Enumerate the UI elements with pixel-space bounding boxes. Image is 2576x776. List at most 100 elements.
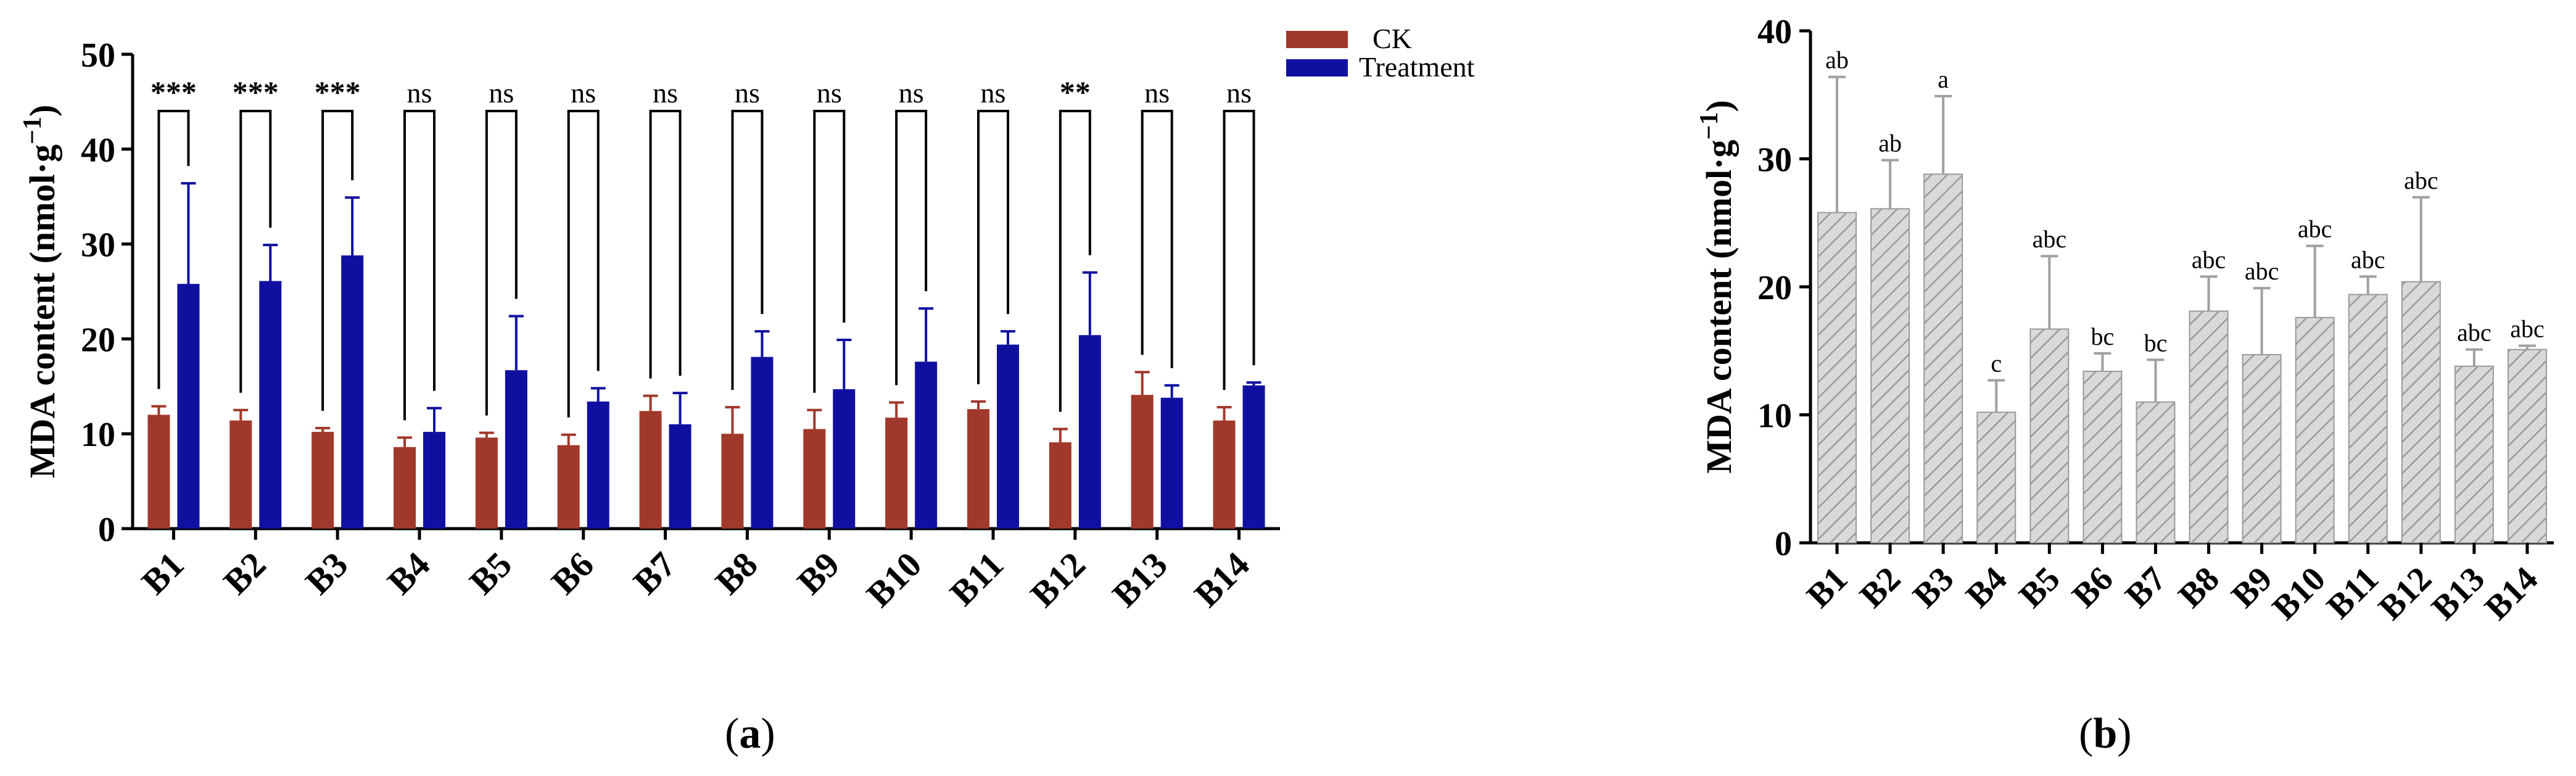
significance-bracket [731,110,764,390]
legend-swatch [1286,31,1348,48]
bar [1870,208,1910,543]
significance-bracket [321,110,354,411]
treatment-bar [669,424,691,529]
bar [2242,353,2282,543]
x-tick-label: B7 [2118,559,2174,615]
significance-bracket [239,110,272,393]
significance-label: ns [735,77,760,109]
x-tick-label: B4 [379,544,437,602]
significance-letter: ab [1878,130,1902,157]
x-tick-label: B4 [1959,559,2014,615]
bar [2401,281,2441,543]
treatment-bar [751,357,774,529]
ck-bar [967,409,989,529]
x-tick-label: B3 [298,544,356,602]
y-tick-label: 30 [1757,141,1792,180]
significance-label: ns [981,77,1006,109]
x-tick-label: B6 [2065,559,2121,615]
significance-bracket [1223,110,1255,390]
x-tick-label: B10 [2265,559,2333,627]
x-tick-label: B14 [1186,544,1257,614]
significance-letter: abc [2510,315,2545,342]
significance-label: ns [489,77,514,109]
bar [2348,294,2388,543]
treatment-bar [341,255,364,529]
treatment-bar [259,281,282,529]
ck-bar [803,429,826,529]
y-tick-label: 10 [1757,397,1792,435]
significance-letter: ab [1825,46,1849,74]
treatment-bar [505,370,527,529]
significance-letter: c [1991,349,2002,377]
y-tick-label: 0 [98,511,115,549]
significance-letter: abc [2298,215,2332,243]
ck-bar [721,434,744,529]
significance-bracket [977,110,1009,384]
y-tick-label: 20 [1757,269,1792,307]
bar [2295,316,2335,543]
significance-label: ns [899,77,924,109]
x-tick-label: B1 [134,544,192,602]
ck-bar [229,420,252,529]
bar [2454,365,2494,544]
ck-bar [147,415,170,529]
x-tick-label: B12 [1023,544,1093,614]
significance-bracket [485,110,518,416]
significance-label: ** [1060,75,1091,109]
y-tick-label: 40 [81,131,115,170]
y-tick-label: 50 [81,36,115,75]
y-tick-label: 10 [81,416,115,454]
treatment-bar [423,432,445,529]
significance-bracket [403,110,436,421]
legend-label-ck: CK [1373,23,1412,54]
x-tick-label: B2 [216,544,274,602]
significance-label: *** [233,75,279,109]
y-axis-label: MDA content (nmol·g−1) [19,105,62,479]
x-tick-label: B11 [942,544,1011,613]
significance-label: ns [653,77,678,109]
significance-letter: abc [2404,167,2438,194]
significance-label: *** [151,75,197,109]
bar [2083,370,2123,543]
significance-bracket [1059,110,1091,412]
significance-label: *** [315,75,361,109]
caption-b: (b) [2079,710,2132,757]
y-tick-label: 20 [81,321,115,359]
significance-letter: bc [2091,323,2115,350]
x-tick-label: B9 [790,544,848,602]
x-tick-label: B5 [461,544,519,602]
ck-bar [475,437,498,529]
significance-label: ns [407,77,432,109]
x-tick-label: B11 [2319,559,2386,626]
x-tick-label: B8 [2171,559,2227,615]
ck-bar [639,411,662,529]
significance-bracket [1141,110,1173,368]
treatment-bar [587,401,609,529]
ck-bar [312,432,334,529]
treatment-bar [915,361,938,529]
treatment-bar [1160,397,1183,529]
y-axis-label: MDA content (nmol·g−1) [1695,100,1739,474]
significance-bracket [567,110,600,418]
treatment-bar [177,284,200,529]
bar [2029,328,2070,543]
treatment-bar [833,389,856,529]
x-tick-label: B7 [625,544,683,602]
caption-a-letter: a [739,710,761,757]
significance-letter: abc [2457,319,2491,347]
ck-bar [1131,395,1154,529]
bar [2507,349,2547,543]
significance-label: ns [1144,77,1170,109]
significance-letter: abc [2245,257,2279,285]
bar [1817,212,1857,543]
caption-a: (a) [725,710,775,757]
significance-letter: abc [2351,246,2385,273]
significance-letter: abc [2192,246,2226,273]
caption-b-letter: b [2093,710,2118,757]
x-tick-label: B1 [1799,559,1855,615]
chart-a: 0 10 20 30 40 50 MDA content (nmol·g−1) B1 *** B2… [19,23,1475,615]
x-tick-label: B13 [1105,544,1175,614]
ck-bar [1049,442,1071,529]
chart-b: 0 10 20 30 40 MDA content (nmol·g−1) ab B1 ab B2 a… [1695,13,2554,627]
